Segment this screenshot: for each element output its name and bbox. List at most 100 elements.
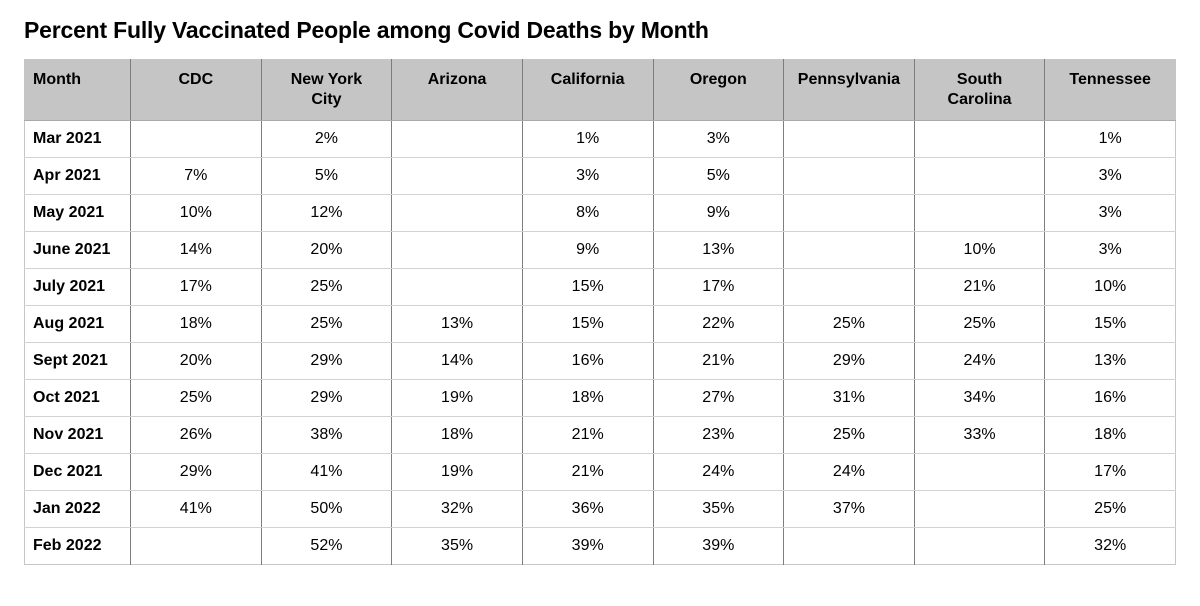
- table-row-may-2021: May 2021 10% 12% 8% 9% 3%: [24, 194, 1176, 232]
- column-header-oregon: Oregon: [652, 59, 784, 121]
- value-cell: 8%: [521, 194, 653, 232]
- table-row-apr-2021: Apr 2021 7% 5% 3% 5% 3%: [24, 157, 1176, 195]
- value-cell: 29%: [260, 342, 392, 380]
- value-cell: 19%: [391, 453, 523, 491]
- value-cell: 1%: [521, 120, 653, 158]
- month-cell: Mar 2021: [24, 120, 131, 158]
- value-cell: 25%: [260, 305, 392, 343]
- value-cell: 21%: [652, 342, 784, 380]
- value-cell: 33%: [913, 416, 1045, 454]
- value-cell: 32%: [1044, 527, 1176, 565]
- value-cell: 20%: [260, 231, 392, 269]
- value-cell: 17%: [652, 268, 784, 306]
- value-cell: 15%: [521, 268, 653, 306]
- value-cell: 13%: [1044, 342, 1176, 380]
- value-cell: 3%: [1044, 157, 1176, 195]
- column-header-cdc: CDC: [130, 59, 262, 121]
- value-cell: 52%: [260, 527, 392, 565]
- value-cell: 25%: [783, 305, 915, 343]
- table-row-mar-2021: Mar 2021 2% 1% 3% 1%: [24, 120, 1176, 158]
- value-cell: 14%: [391, 342, 523, 380]
- value-cell: 21%: [913, 268, 1045, 306]
- column-header-month: Month: [24, 59, 131, 121]
- value-cell: 5%: [260, 157, 392, 195]
- value-cell: 24%: [783, 453, 915, 491]
- month-cell: Jan 2022: [24, 490, 131, 528]
- value-cell: 2%: [260, 120, 392, 158]
- value-cell: [783, 157, 915, 195]
- month-cell: Dec 2021: [24, 453, 131, 491]
- value-cell: 17%: [1044, 453, 1176, 491]
- value-cell: [783, 231, 915, 269]
- value-cell: 18%: [521, 379, 653, 417]
- value-cell: 3%: [1044, 194, 1176, 232]
- value-cell: [783, 120, 915, 158]
- value-cell: [783, 527, 915, 565]
- value-cell: 26%: [130, 416, 262, 454]
- table-header: Month CDC New York City Arizona California Or…: [24, 59, 1176, 121]
- value-cell: [913, 527, 1045, 565]
- table-row-jan-2022: Jan 2022 41% 50% 32% 36% 35% 37% 25%: [24, 490, 1176, 528]
- value-cell: 38%: [260, 416, 392, 454]
- value-cell: 36%: [521, 490, 653, 528]
- table-row-oct-2021: Oct 2021 25% 29% 19% 18% 27% 31% 34% 16%: [24, 379, 1176, 417]
- value-cell: [913, 453, 1045, 491]
- value-cell: 9%: [652, 194, 784, 232]
- value-cell: 10%: [130, 194, 262, 232]
- value-cell: 35%: [391, 527, 523, 565]
- column-header-arizona: Arizona: [391, 59, 523, 121]
- value-cell: 24%: [913, 342, 1045, 380]
- value-cell: [913, 120, 1045, 158]
- column-header-new-york-city: New York City: [260, 59, 392, 121]
- value-cell: 22%: [652, 305, 784, 343]
- value-cell: 27%: [652, 379, 784, 417]
- month-cell: July 2021: [24, 268, 131, 306]
- value-cell: 10%: [1044, 268, 1176, 306]
- value-cell: 50%: [260, 490, 392, 528]
- value-cell: [783, 268, 915, 306]
- value-cell: 3%: [1044, 231, 1176, 269]
- value-cell: 21%: [521, 416, 653, 454]
- value-cell: 12%: [260, 194, 392, 232]
- value-cell: 24%: [652, 453, 784, 491]
- month-cell: Nov 2021: [24, 416, 131, 454]
- table-body: Mar 2021 2% 1% 3% 1% Apr 2021 7% 5% 3% 5% 3% May 20…: [24, 120, 1176, 565]
- value-cell: 25%: [130, 379, 262, 417]
- column-header-tennessee: Tennessee: [1044, 59, 1176, 121]
- value-cell: 29%: [130, 453, 262, 491]
- value-cell: 31%: [783, 379, 915, 417]
- value-cell: 39%: [652, 527, 784, 565]
- value-cell: 5%: [652, 157, 784, 195]
- value-cell: 37%: [783, 490, 915, 528]
- value-cell: [391, 268, 523, 306]
- value-cell: 21%: [521, 453, 653, 491]
- value-cell: 15%: [521, 305, 653, 343]
- value-cell: [130, 527, 262, 565]
- value-cell: 41%: [130, 490, 262, 528]
- value-cell: 1%: [1044, 120, 1176, 158]
- value-cell: 14%: [130, 231, 262, 269]
- value-cell: 16%: [521, 342, 653, 380]
- value-cell: 13%: [391, 305, 523, 343]
- value-cell: [913, 157, 1045, 195]
- value-cell: 18%: [1044, 416, 1176, 454]
- value-cell: 15%: [1044, 305, 1176, 343]
- value-cell: 16%: [1044, 379, 1176, 417]
- value-cell: 34%: [913, 379, 1045, 417]
- value-cell: 7%: [130, 157, 262, 195]
- month-cell: June 2021: [24, 231, 131, 269]
- value-cell: 39%: [521, 527, 653, 565]
- value-cell: 25%: [260, 268, 392, 306]
- value-cell: [391, 120, 523, 158]
- value-cell: [391, 194, 523, 232]
- table-row-feb-2022: Feb 2022 52% 35% 39% 39% 32%: [25, 527, 1176, 565]
- month-cell: Feb 2022: [33, 537, 102, 554]
- column-header-south-carolina: South Carolina: [913, 59, 1045, 121]
- value-cell: 18%: [391, 416, 523, 454]
- value-cell: [913, 490, 1045, 528]
- value-cell: 10%: [913, 231, 1045, 269]
- table-row-june-2021: June 2021 14% 20% 9% 13% 10% 3%: [24, 231, 1176, 269]
- value-cell: 29%: [260, 379, 392, 417]
- month-cell: May 2021: [24, 194, 131, 232]
- value-cell: 35%: [652, 490, 784, 528]
